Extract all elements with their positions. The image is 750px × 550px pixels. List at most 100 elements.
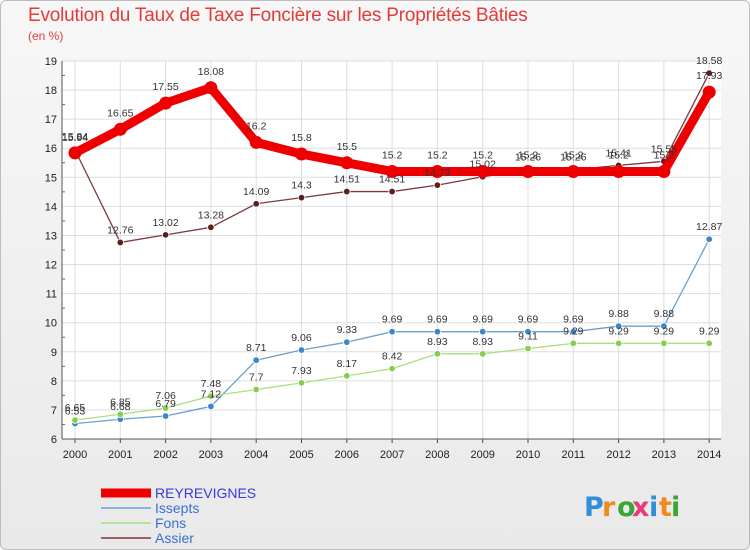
data-label-assier: 14.3	[291, 180, 312, 192]
point-fons	[614, 339, 623, 348]
data-label-reyrevignes: 17.93	[696, 70, 722, 82]
logo-letter: i	[649, 492, 658, 523]
data-label-reyrevignes: 15.2	[608, 149, 629, 161]
data-label-reyrevignes: 16.2	[246, 120, 267, 132]
x-tick-label: 2013	[652, 449, 676, 461]
series-lines	[68, 69, 716, 428]
data-label-fons: 6.85	[110, 396, 131, 408]
point-fons	[116, 410, 124, 418]
point-reyrevignes	[566, 164, 580, 178]
point-fons	[705, 339, 713, 348]
y-tick-label: 13	[45, 230, 57, 242]
x-tick-label: 2014	[697, 449, 721, 461]
data-label-fons: 7.06	[155, 390, 176, 402]
data-label-fons: 7.48	[201, 378, 222, 390]
point-fons	[71, 416, 79, 424]
data-label-assier: 12.76	[107, 224, 133, 236]
x-tick-label: 2009	[470, 449, 494, 461]
data-label-assier: 13.02	[152, 217, 178, 229]
point-assier	[207, 223, 215, 232]
data-label-assier: 14.51	[334, 174, 360, 186]
point-fons	[252, 385, 260, 394]
y-tick-label: 10	[45, 318, 57, 330]
point-reyrevignes	[249, 135, 263, 149]
logo-letter: t	[659, 492, 672, 523]
point-issepts	[207, 402, 215, 411]
y-tick-label: 11	[46, 289, 57, 301]
data-label-issepts: 9.69	[518, 314, 539, 326]
y-tick-label: 17	[45, 114, 57, 126]
data-label-issepts: 9.69	[427, 314, 448, 326]
data-label-fons: 9.29	[608, 325, 629, 337]
data-label-issepts: 9.69	[563, 314, 584, 326]
legend-label-assier: Assier	[155, 530, 194, 546]
point-issepts	[524, 328, 532, 336]
data-label-reyrevignes: 15.2	[382, 149, 403, 161]
data-label-assier: 15.26	[515, 152, 541, 164]
data-label-assier: 15.41	[605, 147, 631, 159]
point-fons	[479, 350, 487, 358]
point-reyrevignes	[385, 164, 399, 178]
data-label-issepts: 6.53	[65, 406, 86, 418]
point-assier	[161, 231, 170, 239]
data-label-fons: 9.29	[654, 325, 675, 337]
point-assier	[343, 187, 351, 196]
x-tick-label: 2003	[199, 449, 223, 461]
data-label-reyrevignes: 15.84	[62, 131, 88, 143]
x-tick-label: 2005	[289, 449, 313, 461]
y-tick-label: 6	[51, 434, 57, 446]
y-tick-label: 8	[51, 376, 57, 388]
data-label-reyrevignes: 16.65	[107, 107, 133, 119]
data-label-issepts: 6.79	[155, 398, 176, 410]
point-reyrevignes	[204, 81, 218, 95]
point-reyrevignes	[295, 147, 308, 161]
x-tick-label: 2007	[380, 449, 404, 461]
x-tick-label: 2006	[335, 449, 359, 461]
data-label-fons: 8.93	[472, 336, 493, 348]
y-tick-label: 16	[45, 143, 57, 155]
data-label-assier: 14.73	[424, 167, 450, 179]
logo-letter: x	[632, 492, 649, 523]
x-tick-label: 2012	[606, 449, 630, 461]
x-tick-label: 2001	[108, 449, 132, 461]
plot-area	[62, 61, 721, 439]
legend-label-reyrevignes: REYREVIGNES	[155, 485, 256, 501]
logo-letter: o	[617, 492, 636, 523]
chart-subtitle: (en %)	[28, 29, 64, 43]
point-fons	[433, 350, 442, 358]
point-assier	[705, 69, 713, 77]
point-reyrevignes	[612, 164, 626, 178]
logo-letter: r	[602, 492, 616, 523]
point-fons	[343, 372, 351, 380]
point-issepts	[614, 322, 623, 330]
data-label-reyrevignes: 15.2	[518, 149, 539, 161]
logo-letter: P	[584, 492, 604, 523]
chart-title: Evolution du Taux de Taxe Foncière sur l…	[28, 5, 528, 26]
data-label-assier: 15.94	[62, 132, 88, 144]
data-label-fons: 7.7	[249, 372, 264, 384]
data-label-reyrevignes: 15.2	[472, 149, 493, 161]
data-label-issepts: 9.69	[472, 314, 493, 326]
axes: 6 7 8 9 10 11 12 13 14 15 16 17 18 19 2000 2001 2002 2003…	[45, 56, 722, 461]
point-assier	[252, 200, 260, 208]
data-label-reyrevignes: 17.55	[152, 81, 178, 93]
point-reyrevignes	[657, 164, 671, 178]
point-fons	[524, 344, 532, 353]
point-reyrevignes	[340, 156, 354, 170]
point-reyrevignes	[159, 96, 173, 110]
y-tick-label: 19	[45, 56, 57, 68]
x-tick-label: 2000	[63, 449, 87, 461]
y-tick-label: 12	[45, 260, 57, 272]
data-label-issepts: 9.06	[291, 332, 312, 344]
point-fons	[388, 364, 396, 373]
data-label-reyrevignes: 15.2	[563, 149, 584, 161]
point-issepts	[660, 322, 668, 330]
legend-label-issepts: Issepts	[155, 500, 199, 516]
data-label-reyrevignes: 15.2	[427, 149, 448, 161]
data-label-reyrevignes: 15.8	[291, 132, 312, 144]
data-label-fons: 9.29	[699, 325, 720, 337]
x-tick-label: 2004	[244, 449, 268, 461]
